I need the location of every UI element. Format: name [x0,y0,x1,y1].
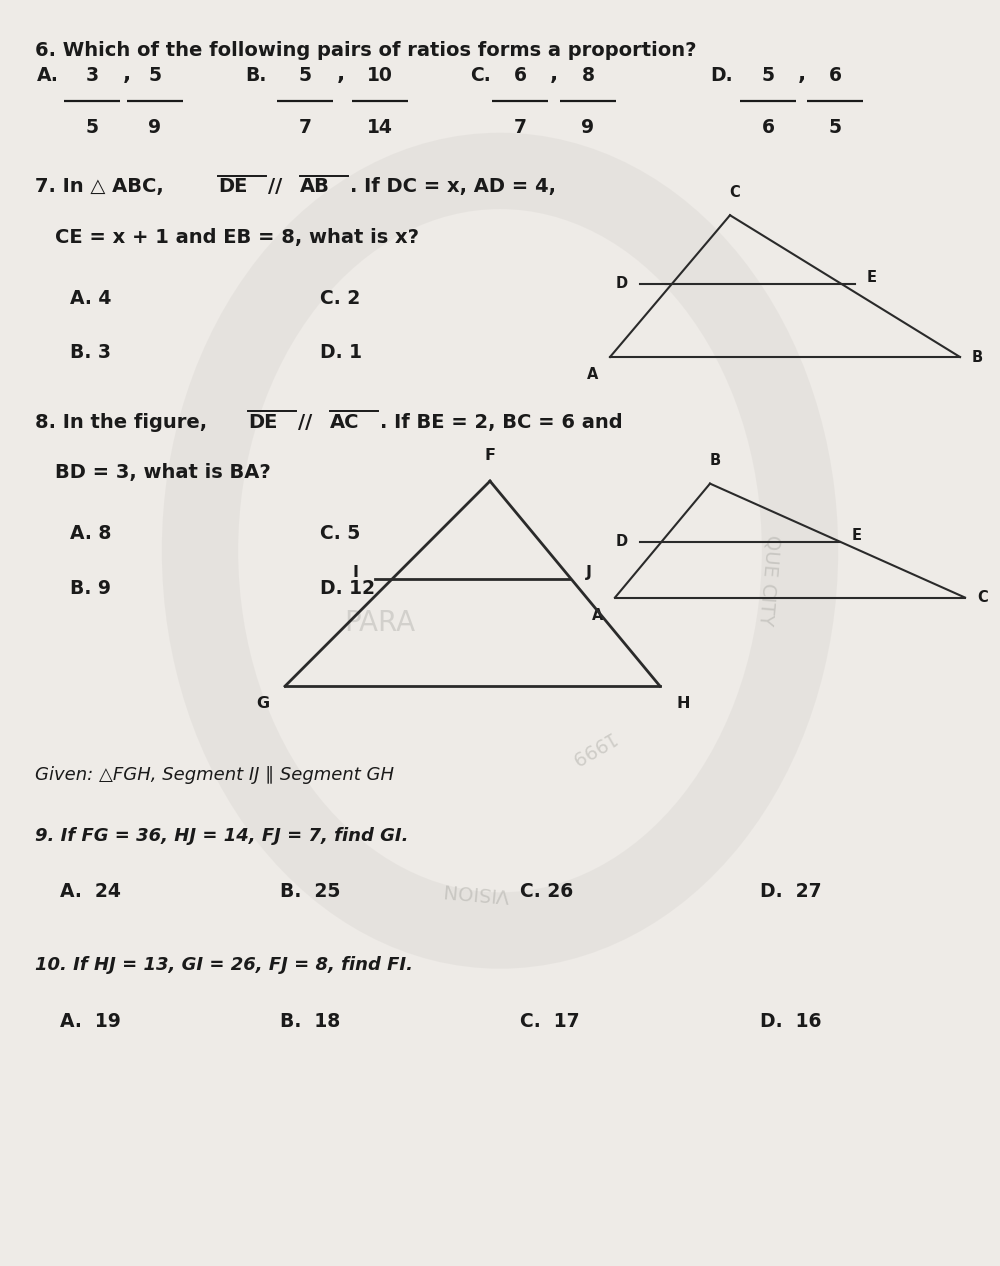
Text: D. 1: D. 1 [320,343,362,362]
Text: Given: △FGH, Segment IJ ∥ Segment GH: Given: △FGH, Segment IJ ∥ Segment GH [35,766,394,784]
Text: A.: A. [37,66,59,85]
Text: A: A [587,367,598,382]
Text: 8. In the figure,: 8. In the figure, [35,413,207,432]
Text: B. 9: B. 9 [70,579,111,598]
Text: 9: 9 [581,118,595,137]
Text: C.: C. [470,66,491,85]
Text: B: B [972,349,983,365]
Text: 9. If FG = 36, HJ = 14, FJ = 7, find GI.: 9. If FG = 36, HJ = 14, FJ = 7, find GI. [35,827,409,844]
Text: CE = x + 1 and EB = 8, what is x?: CE = x + 1 and EB = 8, what is x? [55,228,419,247]
Text: //: // [298,413,312,432]
Text: ,: , [123,63,131,84]
Text: 5: 5 [148,66,162,85]
Text: 9: 9 [148,118,162,137]
Text: D.  16: D. 16 [760,1012,822,1031]
Text: 10. If HJ = 13, GI = 26, FJ = 8, find FI.: 10. If HJ = 13, GI = 26, FJ = 8, find FI… [35,956,413,974]
Text: 6: 6 [762,118,774,137]
Text: C. 5: C. 5 [320,524,360,543]
Text: 5: 5 [762,66,774,85]
Text: QUE CITY: QUE CITY [756,534,782,627]
Text: H: H [676,696,690,711]
Text: D. 12: D. 12 [320,579,375,598]
Text: D: D [616,534,628,549]
Text: A.  19: A. 19 [60,1012,121,1031]
Text: . If DC = x, AD = 4,: . If DC = x, AD = 4, [350,177,556,196]
Text: 1999: 1999 [564,728,616,768]
Text: J: J [586,565,592,580]
Text: D.: D. [710,66,733,85]
Text: 7: 7 [514,118,526,137]
Text: B.  18: B. 18 [280,1012,340,1031]
Text: DE: DE [218,177,247,196]
Text: 7: 7 [298,118,312,137]
Text: //: // [268,177,282,196]
Text: AC: AC [330,413,360,432]
Text: C. 2: C. 2 [320,289,360,308]
Text: 14: 14 [367,118,393,137]
Text: 6: 6 [514,66,526,85]
Text: BD = 3, what is BA?: BD = 3, what is BA? [55,463,271,482]
Text: 6. Which of the following pairs of ratios forms a proportion?: 6. Which of the following pairs of ratio… [35,41,696,60]
Text: 6: 6 [828,66,842,85]
Text: 3: 3 [85,66,99,85]
Text: 5: 5 [86,118,98,137]
Text: B: B [709,453,721,468]
Text: AB: AB [300,177,330,196]
Text: F: F [484,448,496,463]
Text: ,: , [550,63,558,84]
Text: 5: 5 [828,118,842,137]
Text: VISION: VISION [442,879,511,904]
Text: C. 26: C. 26 [520,882,573,901]
Text: A: A [592,608,603,623]
Text: C: C [977,590,988,605]
Text: C: C [730,185,740,200]
Text: A. 4: A. 4 [70,289,111,308]
Text: DE: DE [248,413,277,432]
Text: B.  25: B. 25 [280,882,340,901]
Text: G: G [256,696,269,711]
Text: B.: B. [245,66,266,85]
Text: ,: , [337,63,345,84]
Text: . If BE = 2, BC = 6 and: . If BE = 2, BC = 6 and [380,413,623,432]
Text: D: D [616,276,628,291]
Text: 5: 5 [298,66,312,85]
Text: 7. In △ ABC,: 7. In △ ABC, [35,177,164,196]
Text: C.  17: C. 17 [520,1012,580,1031]
Text: D.  27: D. 27 [760,882,822,901]
Text: B. 3: B. 3 [70,343,111,362]
Text: A. 8: A. 8 [70,524,111,543]
Text: PARA: PARA [344,609,416,637]
Text: 8: 8 [582,66,594,85]
Text: E: E [867,270,877,285]
Text: I: I [353,565,359,580]
Text: A.  24: A. 24 [60,882,121,901]
Text: 10: 10 [367,66,393,85]
Text: ,: , [798,63,806,84]
Text: E: E [852,528,862,543]
